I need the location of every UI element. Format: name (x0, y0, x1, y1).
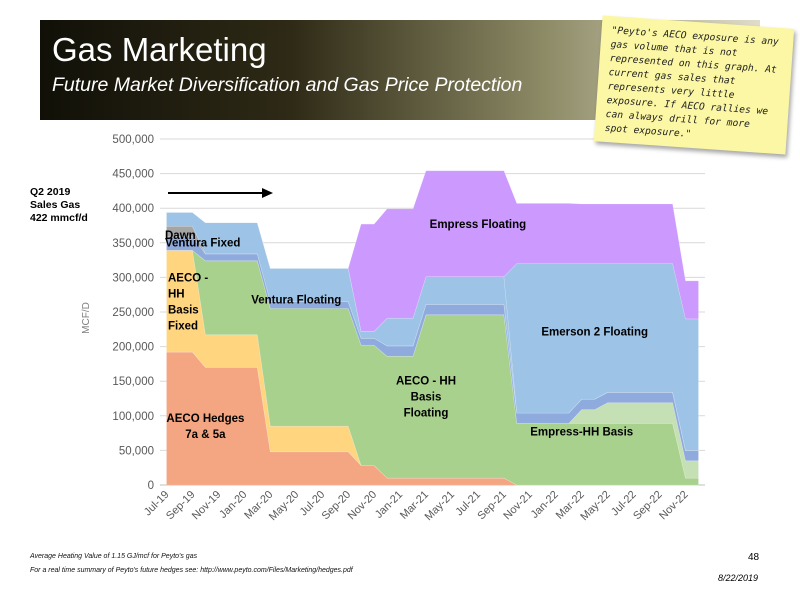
x-tick-label: Nov-21 (501, 489, 535, 523)
y-tick-label: 50,000 (119, 445, 154, 457)
sales-label-line: Q2 2019 (30, 186, 71, 198)
y-tick-label: 350,000 (112, 238, 154, 250)
series-label: AECO - HH (396, 375, 456, 387)
series-label: 7a & 5a (185, 429, 226, 441)
series-label: Emerson 2 Floating (541, 326, 648, 338)
page-number: 48 (748, 552, 760, 563)
sales-gas-annotation: Q2 2019 Sales Gas 422 mmcf/d (30, 186, 88, 225)
series-label: Ventura Fixed (165, 238, 240, 250)
series-label: Empress Floating (430, 219, 527, 231)
x-tick-label: May-21 (423, 489, 457, 523)
series-label: Floating (404, 407, 449, 419)
series-label: Dawn (165, 230, 196, 242)
y-tick-label: 500,000 (112, 134, 154, 146)
area-series (166, 170, 699, 486)
x-tick-label: Nov-22 (657, 489, 691, 523)
x-axis-tick-labels: Jul-19Sep-19Nov-19Jan-20Mar-20May-20Jul-… (142, 489, 691, 523)
area-empress-floating (166, 170, 699, 332)
sales-label-line: Sales Gas (30, 199, 81, 211)
y-tick-label: 0 (148, 480, 154, 492)
series-label: AECO Hedges (166, 413, 244, 425)
series-label: Empress-HH Basis (530, 426, 633, 438)
sticky-note: "Peyto's AECO exposure is any gas volume… (593, 15, 795, 155)
series-labels: AECO Hedges 7a & 5a AECO - HH Basis Fixed AECO… (165, 219, 648, 441)
slide-title: Gas Marketing (52, 31, 267, 68)
series-label: Basis (168, 304, 199, 316)
sticky-note-text: "Peyto's AECO exposure is any gas volume… (604, 25, 780, 140)
y-tick-label: 450,000 (112, 169, 154, 181)
footnote-heating-value: Average Heating Value of 1.15 GJ/mcf for… (30, 553, 198, 560)
slide-subtitle: Future Market Diversification and Gas Pr… (52, 74, 523, 96)
y-tick-label: 300,000 (112, 272, 154, 284)
sales-arrow (168, 188, 273, 198)
x-tick-label: Nov-19 (190, 489, 224, 523)
x-tick-label: Nov-20 (346, 489, 380, 523)
y-axis-title: MCF/D (81, 302, 92, 334)
slide-date: 8/22/2019 (718, 573, 759, 583)
series-label: AECO - (168, 272, 208, 284)
series-label: Basis (411, 391, 442, 403)
series-label: Fixed (168, 320, 198, 332)
y-tick-label: 150,000 (112, 376, 154, 388)
series-label: Ventura Floating (251, 295, 341, 307)
y-tick-label: 200,000 (112, 342, 154, 354)
y-axis-tick-labels: 0 50,000 100,000 150,000 200,000 250,000 300,0… (112, 134, 154, 492)
footnote-hedges-link: For a real time summary of Peyto's futur… (30, 567, 353, 574)
y-tick-label: 250,000 (112, 307, 154, 319)
y-tick-label: 400,000 (112, 203, 154, 215)
series-label: HH (168, 288, 185, 300)
sales-label-line: 422 mmcf/d (30, 212, 88, 224)
area-emerson-2-floating (166, 212, 699, 451)
y-tick-label: 100,000 (112, 411, 154, 423)
